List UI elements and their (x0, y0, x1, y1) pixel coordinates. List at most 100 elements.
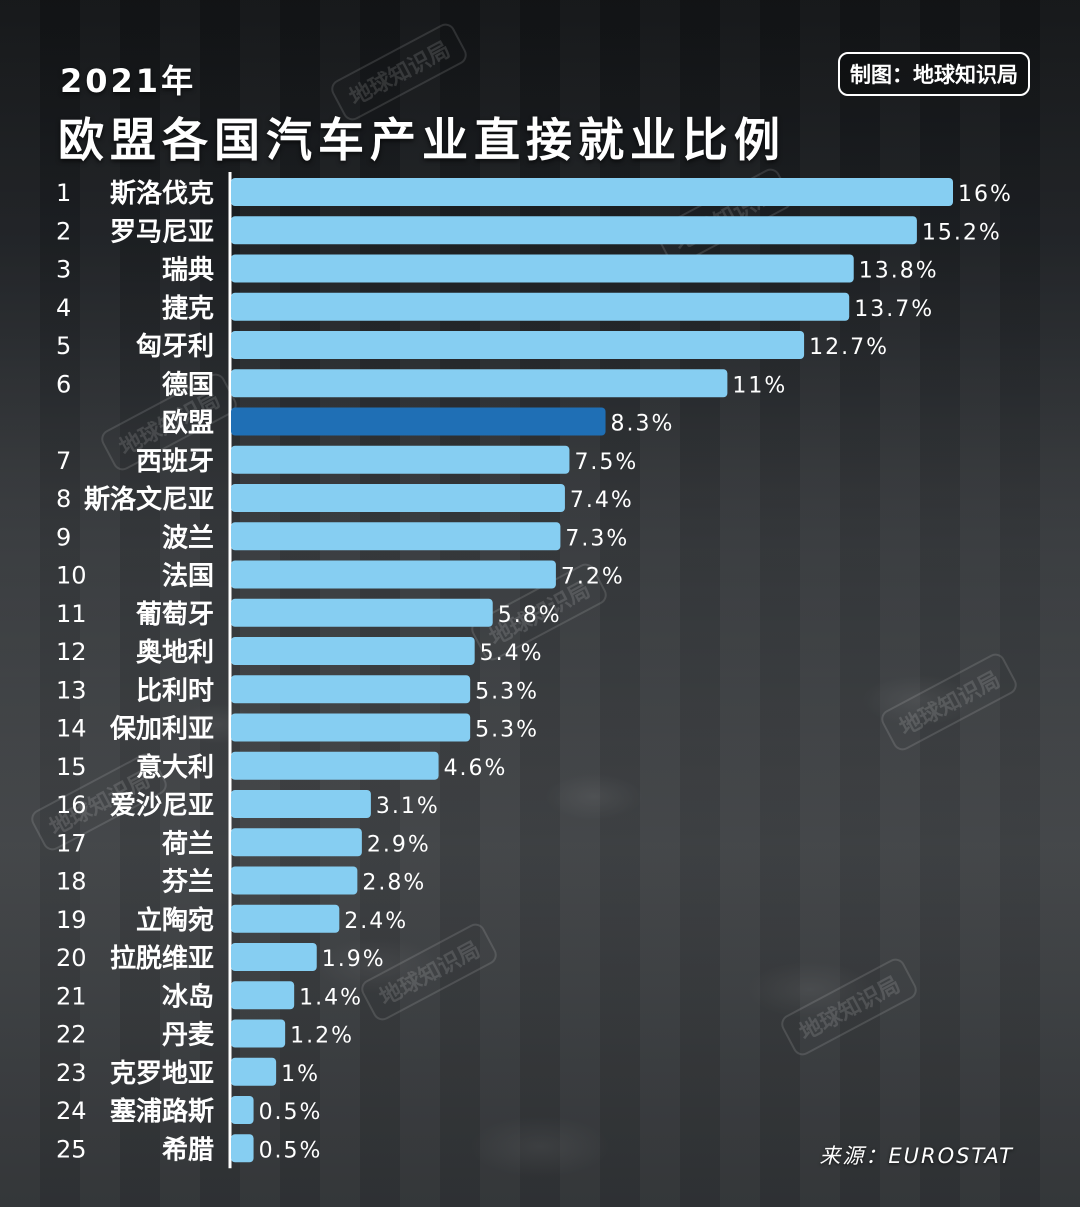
bar (231, 1096, 254, 1124)
category-label: 奥地利 (136, 637, 214, 668)
bar (231, 981, 295, 1010)
value-label: 5.3% (475, 718, 539, 743)
category-label: 比利时 (136, 676, 214, 706)
value-label: 0.5% (259, 1100, 323, 1125)
value-label: 8.3% (611, 412, 675, 437)
bar (231, 331, 805, 359)
category-label: 罗马尼亚 (110, 217, 214, 247)
rank-label: 23 (56, 1059, 87, 1087)
value-label: 2.9% (367, 832, 431, 857)
rank-label: 2 (56, 217, 71, 245)
value-label: 13.8% (859, 259, 939, 284)
bar (231, 637, 475, 665)
value-label: 12.7% (809, 335, 889, 360)
bar (231, 828, 362, 857)
source-note: 来源：EUROSTAT (819, 1144, 1014, 1168)
value-label: 5.3% (475, 679, 539, 704)
value-label: 16% (958, 182, 1013, 207)
rank-label: 17 (56, 829, 87, 857)
rank-label: 10 (56, 562, 87, 590)
category-label: 意大利 (136, 752, 214, 783)
rank-label: 8 (56, 485, 71, 513)
category-label: 爱沙尼亚 (110, 791, 214, 821)
category-label: 希腊 (162, 1134, 214, 1165)
category-label: 斯洛伐克 (110, 178, 214, 209)
value-label: 2.4% (344, 909, 408, 934)
rank-label: 20 (56, 944, 87, 972)
chart-year: 2021年 (60, 62, 197, 100)
value-label: 5.4% (480, 641, 544, 666)
category-label: 葡萄牙 (136, 600, 214, 630)
rank-label: 25 (56, 1135, 87, 1163)
category-label: 欧盟 (162, 408, 214, 439)
credit-badge: 制图：地球知识局 (838, 52, 1030, 96)
rank-label: 15 (56, 753, 87, 781)
bar (231, 751, 439, 780)
bar (231, 866, 358, 895)
value-label: 7.3% (565, 526, 629, 551)
bar (231, 1134, 254, 1163)
rank-label: 11 (56, 600, 87, 628)
bar (231, 713, 471, 742)
value-label: 7.5% (574, 450, 638, 475)
value-label: 7.4% (570, 488, 634, 513)
rank-label: 1 (56, 179, 71, 207)
category-label: 法国 (162, 562, 214, 592)
rank-label: 13 (56, 676, 87, 704)
rank-label: 14 (56, 715, 87, 743)
category-label: 冰岛 (162, 981, 214, 1012)
bar (231, 598, 493, 627)
category-label: 斯洛文尼亚 (84, 484, 214, 515)
value-label: 1.4% (299, 985, 363, 1010)
category-label: 匈牙利 (136, 332, 214, 362)
rank-label: 24 (56, 1097, 87, 1125)
category-label: 拉脱维亚 (110, 943, 214, 974)
bar (231, 178, 953, 206)
bar (231, 1057, 277, 1086)
rank-label: 6 (56, 370, 71, 398)
bar (231, 560, 556, 589)
category-label: 丹麦 (162, 1021, 215, 1051)
bar (231, 904, 340, 933)
value-label: 7.2% (561, 565, 625, 590)
rank-label: 19 (56, 906, 87, 934)
value-label: 2.8% (362, 871, 426, 896)
category-label: 捷克 (162, 294, 214, 324)
value-label: 3.1% (376, 794, 440, 819)
bar (231, 522, 561, 551)
category-label: 西班牙 (136, 447, 214, 477)
bar (231, 369, 728, 398)
rank-label: 7 (56, 447, 71, 475)
value-label: 0.5% (259, 1138, 323, 1163)
bar (231, 943, 317, 971)
rank-label: 16 (56, 791, 87, 819)
category-label: 克罗地亚 (110, 1059, 214, 1089)
bar (231, 216, 917, 245)
bar (231, 254, 854, 283)
category-label: 芬兰 (162, 868, 214, 898)
category-label: 德国 (162, 370, 214, 400)
value-label: 11% (732, 373, 787, 398)
rank-label: 12 (56, 638, 87, 666)
value-label: 5.8% (498, 603, 562, 628)
bar (231, 407, 606, 436)
value-label: 1% (281, 1062, 320, 1087)
category-label: 立陶宛 (136, 905, 214, 936)
bar (231, 1019, 286, 1048)
value-label: 1.9% (322, 947, 386, 972)
rank-label: 5 (56, 332, 71, 360)
category-label: 瑞典 (162, 256, 214, 286)
value-label: 13.7% (854, 297, 934, 322)
bar (231, 292, 850, 321)
chart-title: 欧盟各国汽车产业直接就业比例 (58, 113, 786, 167)
category-label: 保加利亚 (109, 715, 214, 745)
bar (231, 675, 471, 704)
rank-label: 18 (56, 868, 87, 896)
category-label: 荷兰 (162, 829, 214, 859)
value-label: 1.2% (290, 1024, 354, 1049)
bar (231, 484, 565, 512)
rank-label: 9 (56, 523, 71, 551)
rank-label: 22 (56, 1021, 87, 1049)
rank-label: 4 (56, 294, 71, 322)
